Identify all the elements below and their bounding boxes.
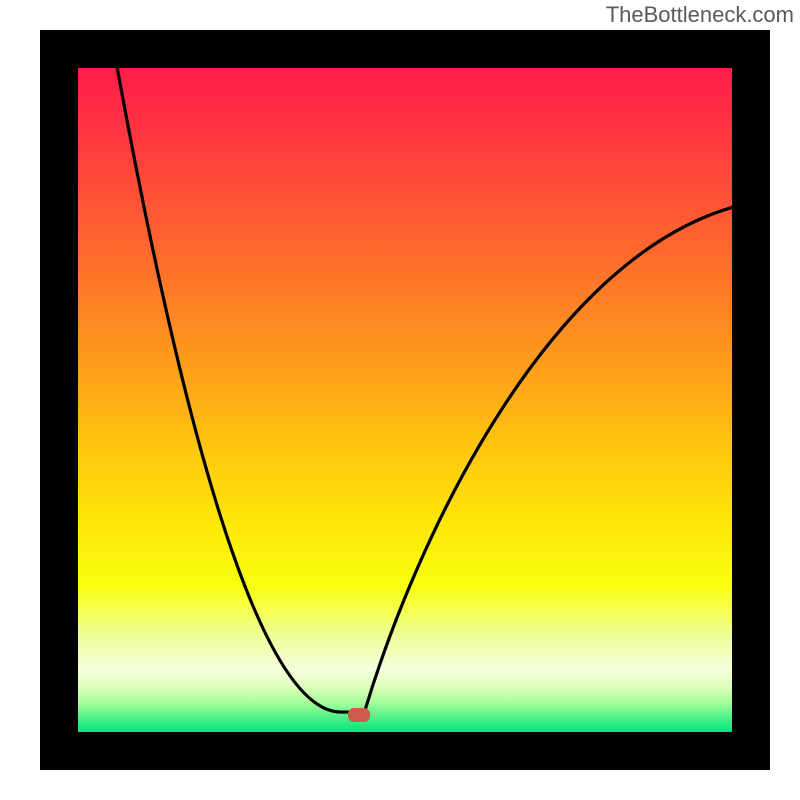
- plot-area: [40, 30, 770, 770]
- watermark-text: TheBottleneck.com: [606, 2, 794, 28]
- optimum-marker: [348, 708, 370, 722]
- chart-frame: TheBottleneck.com: [0, 0, 800, 800]
- curve-svg: [78, 68, 732, 732]
- bottleneck-curve: [117, 68, 732, 712]
